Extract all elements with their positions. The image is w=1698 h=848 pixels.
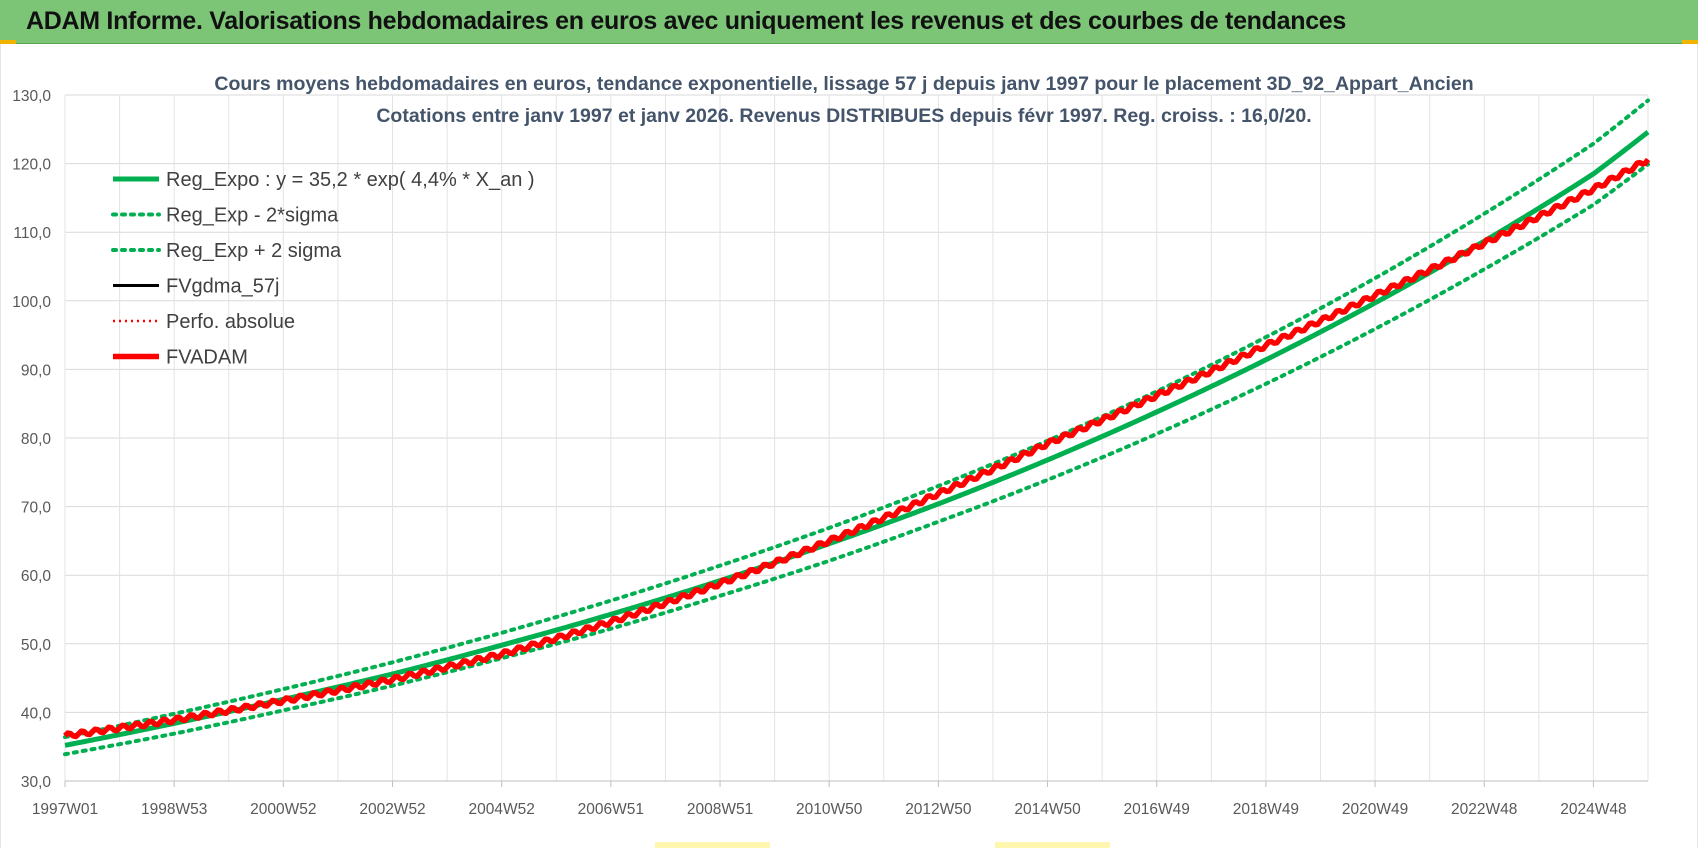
x-tick-label: 2014W50 (1014, 801, 1081, 818)
series-line-1 (63, 162, 1650, 757)
x-tick-label: 2024W48 (1560, 801, 1626, 818)
x-tick-label: 2006W51 (578, 801, 644, 818)
y-tick-label: 100,0 (12, 294, 51, 311)
series-line-2 (63, 98, 1650, 740)
y-tick-label: 50,0 (21, 637, 52, 654)
x-tick-label: 2010W50 (796, 801, 863, 818)
y-tick-label: 110,0 (13, 225, 51, 242)
y-tick-label: 70,0 (21, 500, 52, 517)
x-tick-label: 2022W48 (1451, 801, 1517, 818)
chart-title: Cours moyens hebdomadaires en euros, ten… (214, 73, 1473, 95)
page-title: ADAM Informe. Valorisations hebdomadaire… (26, 7, 1347, 35)
legend-label: FVADAM (166, 347, 248, 369)
y-tick-label: 120,0 (12, 157, 51, 174)
legend-label: Reg_Exp - 2*sigma (166, 205, 339, 227)
x-axis-ticks: 1997W01 1998W53 2000W52 2002W52 2004W52 2006W… (32, 781, 1627, 818)
series-line-4 (64, 158, 1650, 738)
x-tick-label: 2016W49 (1124, 801, 1190, 818)
corner-mark-left (0, 40, 16, 44)
legend-label: FVgdma_57j (166, 276, 279, 298)
y-tick-label: 60,0 (21, 568, 52, 585)
x-tick-label: 2000W52 (250, 801, 316, 818)
legend-label: Reg_Expo : y = 35,2 * exp( 4,4% * X_an ) (166, 169, 535, 191)
bottom-decoration-right (995, 842, 1110, 848)
y-tick-label: 80,0 (21, 431, 52, 448)
x-tick-label: 2004W52 (469, 801, 535, 818)
legend-label: Reg_Exp + 2 sigma (166, 240, 342, 262)
y-tick-label: 130,0 (12, 88, 51, 105)
y-tick-label: 40,0 (21, 705, 52, 722)
x-tick-label: 2020W49 (1342, 801, 1408, 818)
grid (64, 94, 1649, 782)
y-axis-ticks: 30,0 40,0 50,0 60,0 70,0 80,0 90,0 100,0 110,0 12… (12, 88, 51, 791)
header-banner: ADAM Informe. Valorisations hebdomadaire… (0, 0, 1698, 44)
legend-label: Perfo. absolue (166, 311, 295, 333)
y-tick-label: 90,0 (21, 362, 52, 379)
x-tick-label: 2002W52 (359, 801, 425, 818)
corner-mark-right (1682, 40, 1698, 44)
x-tick-label: 1998W53 (141, 801, 207, 818)
legend: Reg_Expo : y = 35,2 * exp( 4,4% * X_an )… (111, 169, 535, 369)
series-lines (63, 98, 1651, 757)
x-tick-label: 2012W50 (905, 801, 972, 818)
x-tick-label: 1997W01 (32, 801, 98, 818)
chart-subtitle: Cotations entre janv 1997 et janv 2026. … (376, 105, 1311, 127)
y-tick-label: 30,0 (21, 774, 52, 791)
bottom-decoration-left (655, 842, 770, 848)
x-tick-label: 2008W51 (687, 801, 753, 818)
x-tick-label: 2018W49 (1233, 801, 1299, 818)
